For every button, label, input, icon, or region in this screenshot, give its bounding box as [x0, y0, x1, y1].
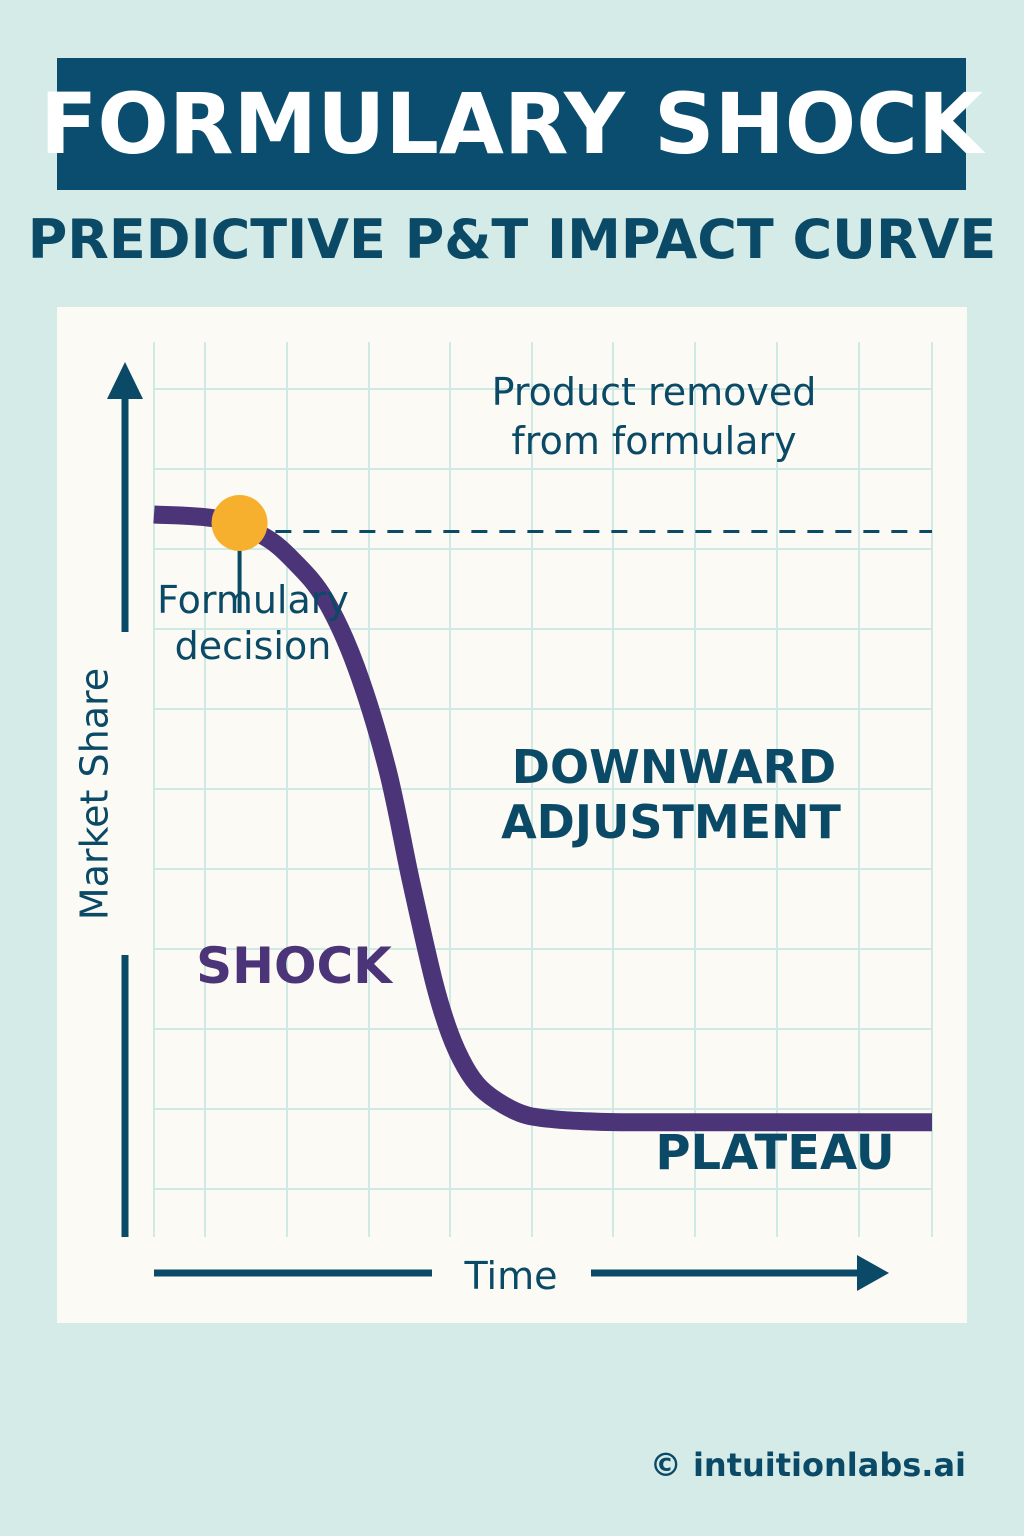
page-subtitle: PREDICTIVE P&T IMPACT CURVE [27, 208, 997, 271]
downward-adjustment-label-line1: DOWNWARD [512, 740, 836, 794]
x-axis-arrow [857, 1255, 889, 1291]
page-title: FORMULARY SHOCK [40, 75, 983, 173]
formulary-decision-marker [211, 495, 268, 551]
grid [153, 342, 933, 1237]
product-removed-label-line1: Product removed [492, 370, 817, 414]
footer-credit: © intuitionlabs.ai [649, 1446, 966, 1484]
title-banner: FORMULARY SHOCK [40, 58, 983, 190]
downward-adjustment-label-line2: ADJUSTMENT [501, 795, 841, 849]
chart-panel: Market Share Time Product removed from f… [57, 307, 967, 1323]
plateau-label: PLATEAU [655, 1125, 894, 1181]
formulary-decision-label-line2: decision [175, 624, 332, 668]
formulary-decision-label-line1: Formulary [157, 578, 349, 622]
impact-curve-chart: Market Share Time Product removed from f… [73, 342, 933, 1298]
product-removed-label-line2: from formulary [511, 419, 796, 463]
y-axis-arrow [107, 362, 143, 399]
shock-label: SHOCK [196, 937, 394, 995]
y-axis-label: Market Share [73, 668, 117, 920]
x-axis-label: Time [464, 1254, 558, 1298]
market-share-curve [153, 505, 932, 1132]
